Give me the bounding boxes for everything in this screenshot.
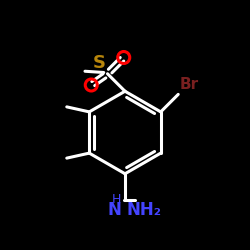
Text: H: H	[112, 192, 121, 205]
Text: N: N	[107, 201, 121, 219]
Text: Br: Br	[180, 77, 199, 92]
Text: NH₂: NH₂	[126, 201, 161, 219]
Text: S: S	[93, 54, 106, 72]
